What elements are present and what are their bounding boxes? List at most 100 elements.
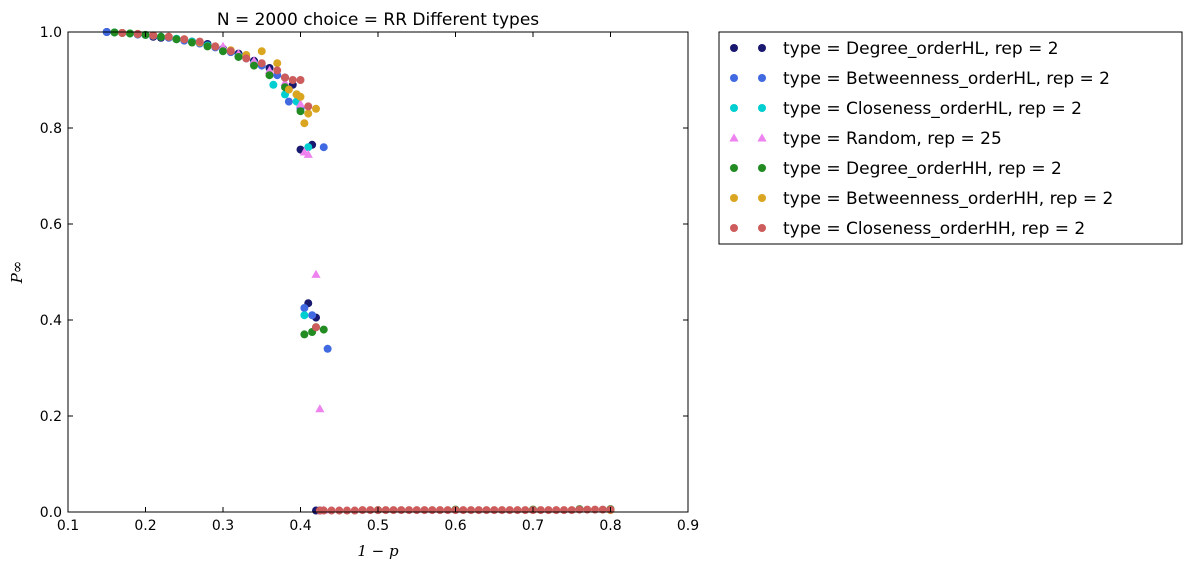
chart-title: N = 2000 choice = RR Different types [217, 10, 539, 30]
y-axis-label: P∞ [8, 261, 26, 285]
data-point [304, 109, 313, 118]
data-point [281, 73, 289, 82]
data-point [264, 65, 275, 74]
legend-marker [730, 164, 738, 172]
data-point [300, 330, 309, 339]
data-point [257, 47, 266, 56]
data-point [226, 47, 235, 56]
data-point [133, 29, 142, 38]
x-axis: 0.1 0.2 0.3 0.4 0.5 0.6 0.7 0.8 0.9 [57, 32, 699, 534]
data-point [544, 506, 553, 515]
legend-entry-label: type = Degree_orderHH, rep = 2 [783, 159, 1062, 179]
data-point [474, 506, 483, 515]
y-tick-label: 1.0 [40, 25, 62, 41]
legend-entry-label: type = Degree_orderHL, rep = 2 [783, 39, 1059, 59]
series-3 [110, 28, 313, 320]
y-axis: 0.0 0.2 0.4 0.6 0.8 1.0 [40, 25, 688, 521]
series-6 [118, 28, 615, 515]
plot-area: 0.1 0.2 0.3 0.4 0.5 0.6 0.7 0.8 0.9 0.0 0.2 0.4 0.6… [40, 25, 699, 534]
data-point [567, 506, 576, 515]
data-point [319, 143, 328, 152]
data-point [498, 506, 506, 515]
data-point [327, 506, 336, 515]
data-point [366, 506, 375, 515]
data-point [284, 97, 293, 106]
y-tick-label: 0.0 [40, 505, 62, 521]
data-point [172, 35, 181, 44]
data-point [180, 35, 189, 44]
data-point [203, 42, 212, 51]
data-point [273, 66, 282, 75]
x-axis-label: 1 − p [357, 542, 399, 560]
data-point [126, 29, 134, 38]
y-tick-label: 0.8 [40, 121, 62, 137]
legend-marker [730, 104, 738, 112]
legend-marker [729, 133, 739, 142]
data-point [157, 32, 165, 41]
data-point [513, 506, 522, 515]
legend-marker [758, 74, 766, 82]
y-tick-label: 0.2 [40, 409, 62, 425]
data-point [482, 506, 491, 515]
x-tick-label: 0.8 [599, 518, 621, 534]
x-tick-label: 0.5 [367, 518, 389, 534]
x-tick-label: 0.6 [444, 518, 466, 534]
legend-entry-label: type = Closeness_orderHL, rep = 2 [783, 99, 1082, 119]
data-point [350, 506, 359, 515]
data-point [405, 506, 413, 515]
legend-marker [730, 74, 738, 82]
data-point [319, 325, 328, 334]
y-tick-label: 0.6 [40, 217, 62, 233]
data-point [234, 52, 243, 61]
data-point [304, 143, 313, 152]
data-point [118, 28, 127, 37]
legend-marker [758, 164, 766, 172]
data-point [211, 42, 220, 51]
x-tick-label: 0.7 [522, 518, 544, 534]
x-tick-label: 0.4 [289, 518, 311, 534]
data-point [459, 506, 468, 515]
data-point [295, 99, 306, 108]
data-point [269, 80, 278, 89]
data-point [296, 92, 305, 101]
data-point [358, 506, 367, 515]
data-point [280, 77, 290, 86]
x-tick-label: 0.2 [134, 518, 156, 534]
legend-marker [758, 104, 766, 112]
y-tick-label: 0.4 [40, 313, 62, 329]
x-tick-label: 0.1 [57, 518, 79, 534]
plot-frame [67, 31, 689, 513]
data-point [300, 119, 309, 128]
series-2 [102, 28, 332, 353]
data-point [250, 61, 258, 70]
legend-entry-label: type = Random, rep = 25 [783, 129, 1002, 149]
data-point [219, 47, 227, 56]
data-point [308, 311, 317, 320]
data-point [552, 506, 561, 515]
data-point [412, 506, 421, 515]
data-point [149, 31, 158, 40]
legend-entry-label: type = Betweenness_orderHL, rep = 2 [783, 69, 1110, 89]
data-point [381, 506, 390, 515]
series-7 [118, 28, 615, 515]
data-point [428, 506, 437, 515]
data-point [436, 506, 444, 515]
data-point [490, 506, 499, 515]
data-point [300, 311, 309, 320]
data-point [284, 85, 293, 94]
series-5 [110, 28, 615, 515]
legend-marker [730, 44, 738, 52]
data-points [102, 28, 615, 515]
data-point [315, 404, 325, 413]
data-point [420, 506, 429, 515]
legend-marker [758, 44, 766, 52]
data-point [319, 506, 328, 515]
legend-entry-label: type = Closeness_orderHH, rep = 2 [783, 219, 1085, 239]
legend-marker [758, 194, 766, 202]
legend-marker [758, 224, 766, 232]
data-point [312, 323, 320, 332]
data-point [560, 506, 568, 515]
data-point [188, 38, 196, 47]
legend-marker [730, 194, 738, 202]
data-point [343, 506, 351, 515]
